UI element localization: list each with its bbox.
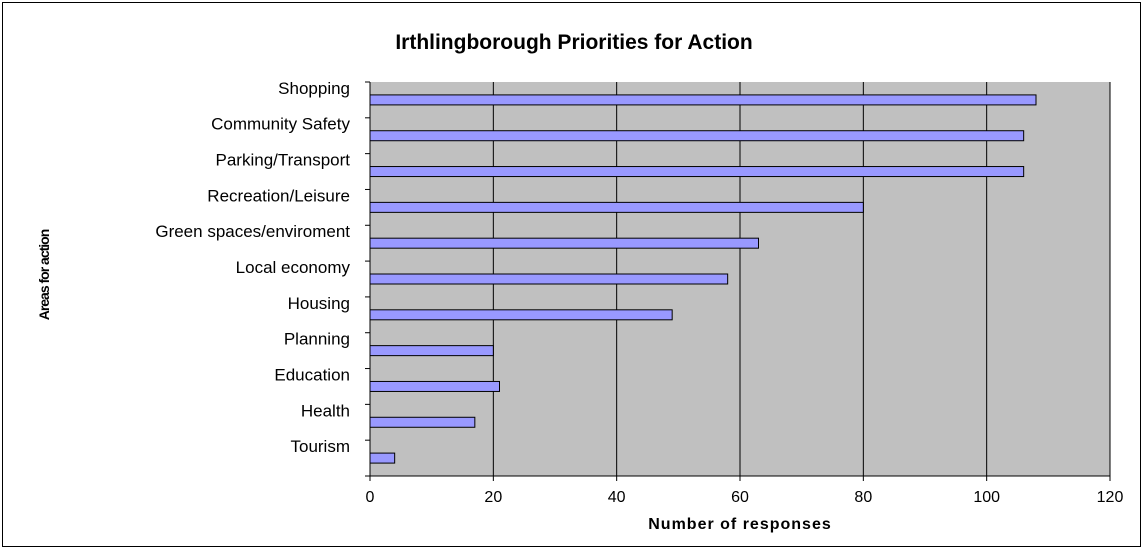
x-tick-label: 0 xyxy=(366,489,375,506)
bar xyxy=(369,380,500,392)
category-label: Local economy xyxy=(236,258,351,277)
category-label: Tourism xyxy=(290,437,350,456)
category-label: Parking/Transport xyxy=(216,151,351,170)
category-label: Housing xyxy=(288,294,350,313)
x-tick-labels: 0 20 40 60 80 100 120 xyxy=(366,489,1124,506)
category-label: Shopping xyxy=(278,79,350,98)
bar xyxy=(369,273,729,285)
bar xyxy=(369,309,673,321)
x-tick-label: 120 xyxy=(1097,489,1124,506)
category-label: Health xyxy=(301,401,350,420)
category-labels: Shopping Community Safety Parking/Transpor… xyxy=(155,79,350,456)
bar xyxy=(369,130,1025,142)
x-tick-label: 100 xyxy=(973,489,1000,506)
chart-title: Irthlingborough Priorities for Action xyxy=(395,31,752,54)
x-tick-label: 20 xyxy=(484,489,502,506)
bar xyxy=(369,452,396,464)
bar xyxy=(369,237,759,249)
bar xyxy=(369,166,1025,178)
category-label: Green spaces/enviroment xyxy=(155,222,350,241)
bar xyxy=(369,201,864,213)
bar xyxy=(369,345,494,357)
category-label: Community Safety xyxy=(211,115,350,134)
x-tick-label: 60 xyxy=(731,489,749,506)
axes xyxy=(365,81,1111,481)
bar xyxy=(369,416,476,428)
category-label: Planning xyxy=(284,330,350,349)
category-label: Recreation/Leisure xyxy=(207,186,350,205)
category-label: Education xyxy=(274,365,350,384)
y-axis-title: Areas for action xyxy=(36,229,52,320)
x-tick-label: 40 xyxy=(608,489,626,506)
x-tick-label: 80 xyxy=(854,489,872,506)
bar xyxy=(369,94,1037,106)
x-axis-title: Number of responses xyxy=(648,516,831,533)
